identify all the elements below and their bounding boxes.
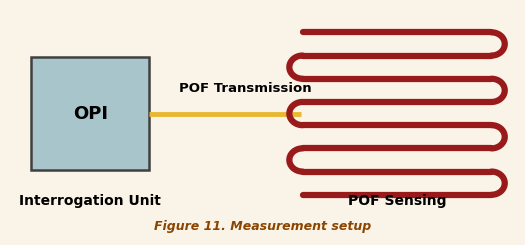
Text: POF Sensing: POF Sensing: [348, 194, 446, 208]
Text: Interrogation Unit: Interrogation Unit: [19, 194, 161, 208]
FancyBboxPatch shape: [31, 57, 149, 170]
Text: OPI: OPI: [72, 105, 108, 122]
Text: POF Transmission: POF Transmission: [180, 82, 312, 95]
Text: Figure 11. Measurement setup: Figure 11. Measurement setup: [154, 220, 371, 233]
